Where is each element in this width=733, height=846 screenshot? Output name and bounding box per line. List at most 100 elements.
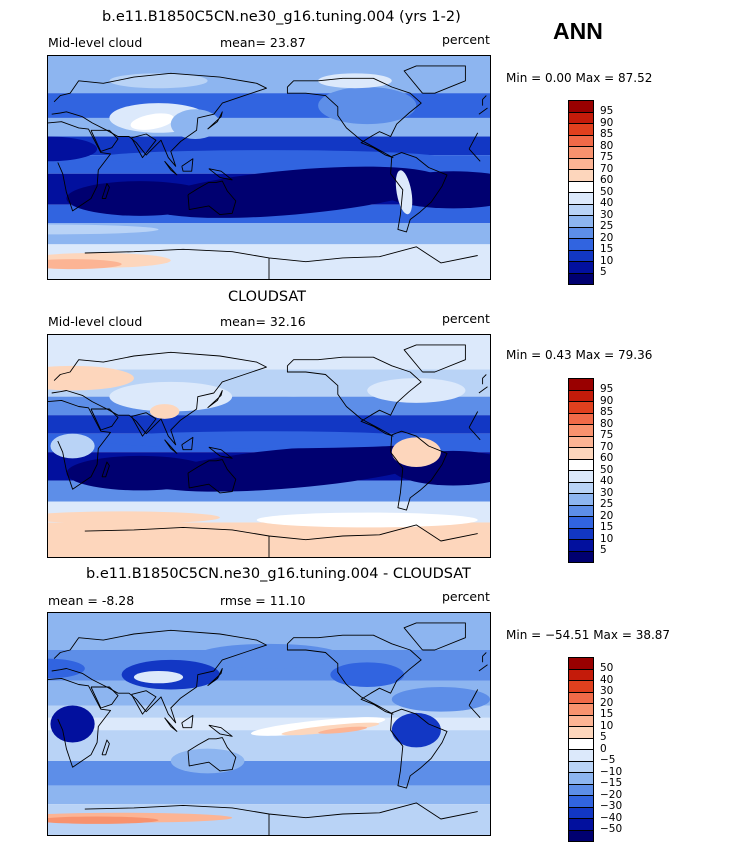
colorbar-swatch — [568, 783, 594, 796]
colorbar-swatch — [568, 691, 594, 704]
season-label: ANN — [553, 18, 603, 44]
colorbar-swatch — [568, 100, 594, 112]
panel-2-units-label: percent — [442, 311, 490, 326]
colorbar-tick-label: 25 — [600, 498, 614, 510]
colorbar-tick-label: 50 — [600, 463, 614, 476]
colorbar-swatch — [568, 272, 594, 285]
colorbar-tick-label: −20 — [600, 788, 623, 801]
colorbar-tick-label: 80 — [600, 139, 614, 152]
colorbar-tick-label: 15 — [600, 243, 614, 255]
colorbar-swatch — [568, 111, 594, 124]
colorbar-swatch — [568, 226, 594, 239]
colorbar-tick-label: −40 — [600, 811, 623, 824]
colorbar-swatch — [568, 261, 594, 273]
panel-3-map — [47, 612, 491, 836]
colorbar-swatch — [568, 378, 594, 390]
panel-3-minmax: Min = −54.51 Max = 38.87 — [506, 628, 671, 642]
colorbar-swatch — [568, 818, 594, 830]
colorbar-swatch — [568, 550, 594, 563]
colorbar-swatch — [568, 829, 594, 842]
colorbar-tick-label: 60 — [600, 452, 614, 464]
colorbar-swatch — [568, 703, 594, 715]
colorbar-tick-label: 70 — [600, 440, 614, 453]
colorbar-tick-label: 25 — [600, 220, 614, 232]
panel-1-minmax: Min = 0.00 Max = 87.52 — [506, 71, 653, 85]
colorbar-tick-label: 30 — [600, 486, 614, 499]
colorbar-tick-label: 85 — [600, 406, 614, 418]
colorbar-swatch — [568, 203, 594, 216]
colorbar-swatch — [568, 470, 594, 482]
panel-1-variable-label: Mid-level cloud — [48, 35, 143, 50]
colorbar-tick-label: 10 — [600, 254, 614, 267]
colorbar-tick-label: −30 — [600, 800, 623, 812]
colorbar-tick-label: 0 — [600, 742, 607, 755]
colorbar-swatch — [568, 389, 594, 402]
colorbar-swatch — [568, 157, 594, 170]
colorbar-tick-label: 30 — [600, 208, 614, 221]
panel-3-units-label: percent — [442, 589, 490, 604]
colorbar-swatch — [568, 772, 594, 784]
colorbar-swatch — [568, 749, 594, 761]
colorbar-tick-label: 30 — [600, 685, 614, 697]
colorbar-swatch — [568, 527, 594, 540]
colorbar-tick-label: 10 — [600, 719, 614, 732]
panel-3-rmse-label: rmse = 11.10 — [220, 593, 306, 608]
colorbar-tick-label: 90 — [600, 394, 614, 407]
colorbar-swatch — [568, 134, 594, 147]
colorbar-swatch — [568, 680, 594, 692]
colorbar-swatch — [568, 714, 594, 727]
colorbar-swatch — [568, 215, 594, 227]
colorbar-tick-label: 5 — [600, 544, 607, 556]
panel-3-title: b.e11.B1850C5CN.ne30_g16.tuning.004 - CL… — [86, 566, 471, 582]
panel-2-map — [47, 334, 491, 558]
colorbar-tick-label: 40 — [600, 197, 614, 209]
colorbar-tick-label: 90 — [600, 116, 614, 129]
colorbar-swatch — [568, 806, 594, 819]
colorbar-frame — [568, 378, 594, 563]
colorbar-swatch — [568, 169, 594, 181]
colorbar-tick-label: 70 — [600, 162, 614, 175]
colorbar-tick-label: −50 — [600, 823, 623, 835]
colorbar-tick-label: 15 — [600, 708, 614, 720]
colorbar-swatch — [568, 401, 594, 413]
colorbar-tick-label: 20 — [600, 509, 614, 522]
colorbar-tick-label: 85 — [600, 128, 614, 140]
colorbar-swatch — [568, 447, 594, 459]
colorbar-swatch — [568, 481, 594, 494]
panel-1-units-label: percent — [442, 32, 490, 47]
colorbar-swatch — [568, 657, 594, 669]
colorbar-tick-label: 5 — [600, 731, 607, 743]
colorbar-swatch — [568, 539, 594, 551]
colorbar-swatch — [568, 435, 594, 448]
colorbar-tick-label: 40 — [600, 475, 614, 487]
colorbar-swatch — [568, 146, 594, 158]
colorbar-frame — [568, 657, 594, 842]
panel-1-title: b.e11.B1850C5CN.ne30_g16.tuning.004 (yrs… — [102, 9, 461, 25]
colorbar-tick-label: 60 — [600, 174, 614, 186]
panel-2-minmax: Min = 0.43 Max = 79.36 — [506, 348, 653, 362]
colorbar-tick-label: 75 — [600, 151, 614, 163]
colorbar-tick-label: 5 — [600, 266, 607, 278]
colorbar-swatch — [568, 123, 594, 135]
colorbar-tick-label: 10 — [600, 532, 614, 545]
colorbar-swatch — [568, 412, 594, 425]
colorbar-swatch — [568, 737, 594, 750]
colorbar-swatch — [568, 795, 594, 807]
colorbar-swatch — [568, 192, 594, 204]
colorbar-swatch — [568, 668, 594, 681]
colorbar-tick-label: 15 — [600, 521, 614, 533]
colorbar-tick-label: 20 — [600, 231, 614, 244]
colorbar-swatch — [568, 238, 594, 250]
colorbar-tick-label: −5 — [600, 754, 616, 766]
panel-2-variable-label: Mid-level cloud — [48, 314, 143, 329]
panel-1-mean-label: mean= 23.87 — [220, 35, 306, 50]
colorbar-tick-label: 50 — [600, 185, 614, 198]
colorbar-swatch — [568, 760, 594, 773]
colorbar-tick-label: 20 — [600, 696, 614, 709]
colorbar-tick-label: 50 — [600, 662, 614, 674]
colorbar-tick-label: −15 — [600, 777, 623, 789]
colorbar-tick-label: 80 — [600, 417, 614, 430]
colorbar-tick-label: 40 — [600, 673, 614, 686]
panel-3-mean-label: mean = -8.28 — [48, 593, 135, 608]
panel-2-title: CLOUDSAT — [228, 289, 307, 305]
